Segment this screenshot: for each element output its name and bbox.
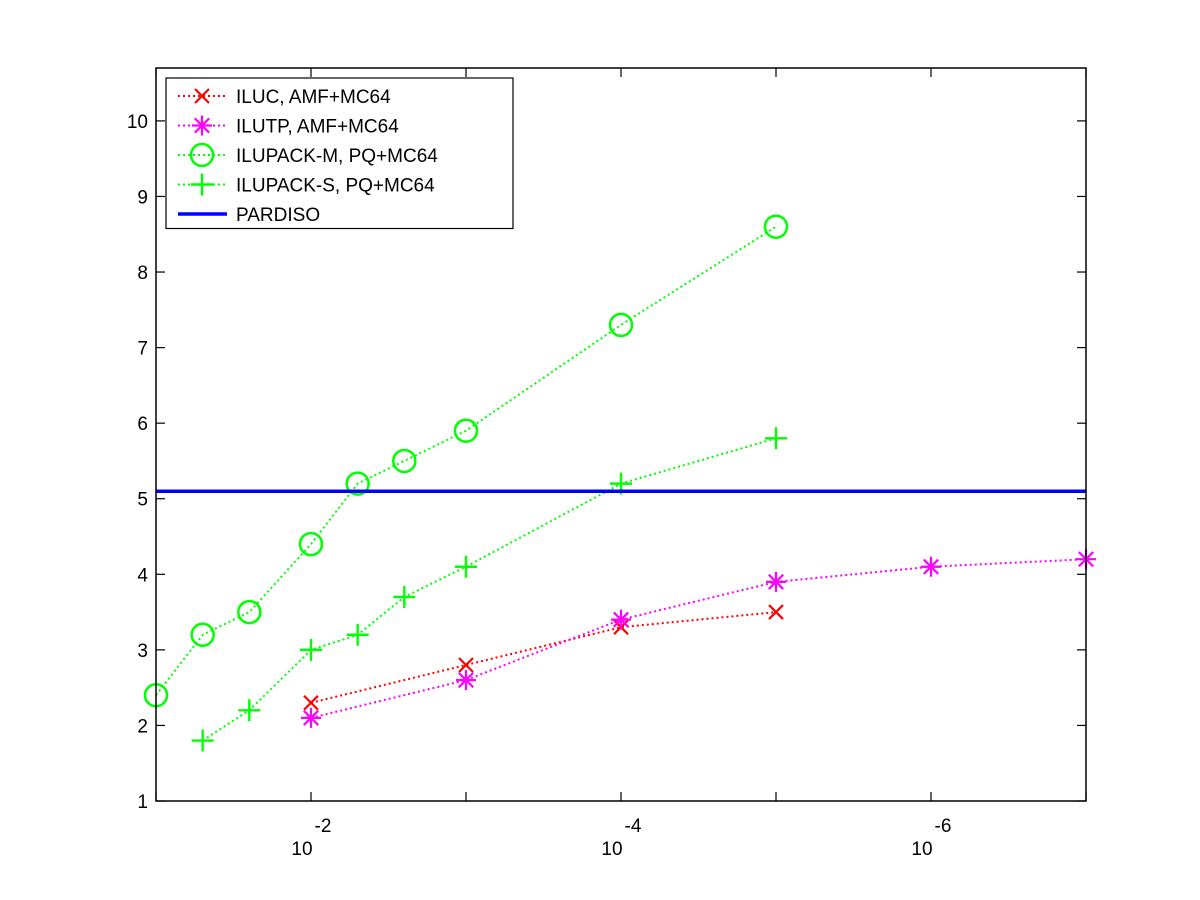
data-point: [608, 312, 634, 338]
data-point: [393, 585, 416, 608]
series-ilutp-amf-mc64: [301, 549, 1096, 728]
data-point: [298, 531, 324, 557]
legend-item: ILUPACK-S, PQ+MC64: [178, 173, 435, 197]
data-point: [346, 623, 369, 646]
data-point: [191, 729, 214, 752]
y-tick-label: 7: [137, 339, 148, 360]
data-point: [301, 707, 321, 728]
data-point: [453, 418, 479, 443]
legend-label: PARDISO: [236, 205, 320, 226]
data-point: [921, 556, 941, 577]
legend-label: ILUC, AMF+MC64: [236, 87, 391, 108]
plot-frame: [155, 67, 1087, 802]
data-point: [238, 699, 261, 722]
y-tick-label: 4: [137, 565, 148, 586]
data-point: [392, 448, 417, 474]
y-tick-label: 1: [137, 792, 148, 813]
legend-item: ILUC, AMF+MC64: [178, 87, 391, 108]
data-point: [303, 694, 319, 711]
legend: ILUC, AMF+MC64 ILUTP, AMF+MC64 ILUPACK-M, …: [165, 77, 514, 230]
y-tick-label: 5: [137, 490, 148, 511]
data-point: [763, 214, 789, 239]
series-ilupack-s-pq-mc64: [191, 427, 787, 752]
data-point: [455, 555, 477, 578]
data-point: [766, 571, 786, 592]
series-line-ilutp-amf-mc64: [310, 558, 1087, 719]
y-tick-label: 9: [137, 187, 148, 208]
y-tick-label: 8: [137, 263, 148, 284]
data-point: [456, 670, 476, 691]
legend-label: ILUTP, AMF+MC64: [236, 117, 399, 138]
data-point: [458, 657, 474, 673]
legend-label: ILUPACK-S, PQ+MC64: [236, 176, 435, 197]
data-point: [237, 599, 262, 625]
series-line-ilupack-m-pq-mc64: [155, 225, 777, 696]
data-point: [345, 471, 370, 496]
legend-item: ILUPACK-M, PQ+MC64: [178, 142, 438, 168]
x-tick-label-base: 10: [601, 839, 622, 860]
y-tick-label: 2: [137, 716, 148, 737]
legend-label: ILUPACK-M, PQ+MC64: [236, 146, 438, 167]
legend-item: ILUTP, AMF+MC64: [178, 115, 399, 138]
series-layer: [143, 214, 1096, 752]
x-tick-label-exponent: -2: [315, 816, 332, 837]
data-point: [765, 427, 787, 450]
data-point: [190, 622, 215, 648]
legend-item: PARDISO: [178, 205, 320, 226]
series-line-ilupack-s-pq-mc64: [202, 437, 777, 742]
data-point: [768, 604, 784, 620]
data-point: [611, 609, 631, 630]
y-tick-label: 6: [137, 414, 148, 435]
x-tick-label-base: 10: [291, 839, 312, 860]
x-tick-label-exponent: -6: [935, 816, 952, 837]
data-point: [300, 638, 322, 661]
x-tick-label-base: 10: [911, 839, 932, 860]
series-line-iluc-amf-mc64: [310, 611, 777, 704]
y-tick-label: 3: [137, 641, 148, 662]
x-tick-label-exponent: -4: [625, 816, 642, 837]
legend-box: [165, 77, 514, 230]
y-tick-label: 10: [127, 112, 148, 133]
